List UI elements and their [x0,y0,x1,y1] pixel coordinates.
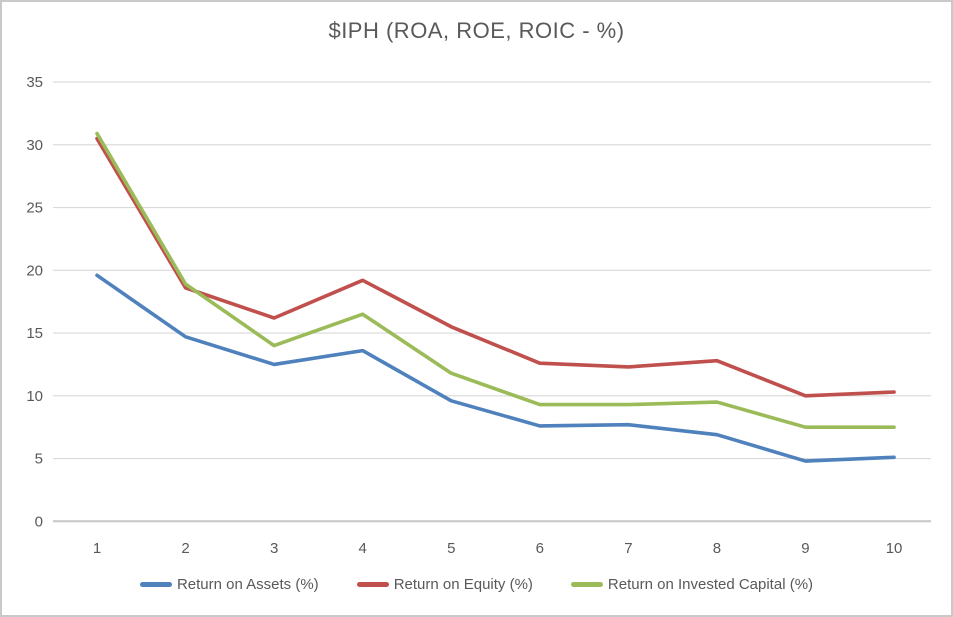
x-tick-label-1: 1 [93,540,101,557]
series-line-return-on-invested-capital [95,131,896,429]
legend-label-return-on-equity: Return on Equity (%) [393,576,533,593]
legend-label-return-on-assets: Return on Assets (%) [176,576,319,593]
y-tick-label-15: 15 [26,325,43,342]
y-tick-label-20: 20 [26,262,43,279]
y-tick-label-5: 5 [35,451,43,468]
x-tick-label-4: 4 [359,540,367,557]
x-tick-label-10: 10 [886,540,903,557]
x-tick-label-5: 5 [447,540,455,557]
chart-title: $IPH (ROA, ROE, ROIC - %) [328,18,625,43]
x-tick-label-6: 6 [536,540,544,557]
chart-legend: Return on Assets (%) Return on Equity (%)… [2,576,951,593]
series-line-return-on-assets [95,273,896,463]
y-tick-label-30: 30 [26,137,43,154]
legend-swatch-return-on-assets [139,582,172,587]
legend-item-return-on-assets: Return on Assets (%) [139,576,319,593]
legend-label-return-on-invested-capital: Return on Invested Capital (%) [607,576,814,593]
x-tick-label-8: 8 [713,540,721,557]
x-tick-label-2: 2 [181,540,189,557]
y-tick-label-0: 0 [35,513,43,530]
legend-item-return-on-equity: Return on Equity (%) [356,576,533,593]
y-tick-label-35: 35 [26,74,43,91]
y-tick-label-10: 10 [26,388,43,405]
x-tick-label-9: 9 [801,540,809,557]
legend-item-return-on-invested-capital: Return on Invested Capital (%) [570,576,814,593]
legend-swatch-return-on-invested-capital [570,582,603,587]
x-tick-label-7: 7 [624,540,632,557]
legend-swatch-return-on-equity [356,582,389,587]
series-line-return-on-equity [95,136,896,398]
x-tick-label-3: 3 [270,540,278,557]
y-tick-label-25: 25 [26,200,43,217]
